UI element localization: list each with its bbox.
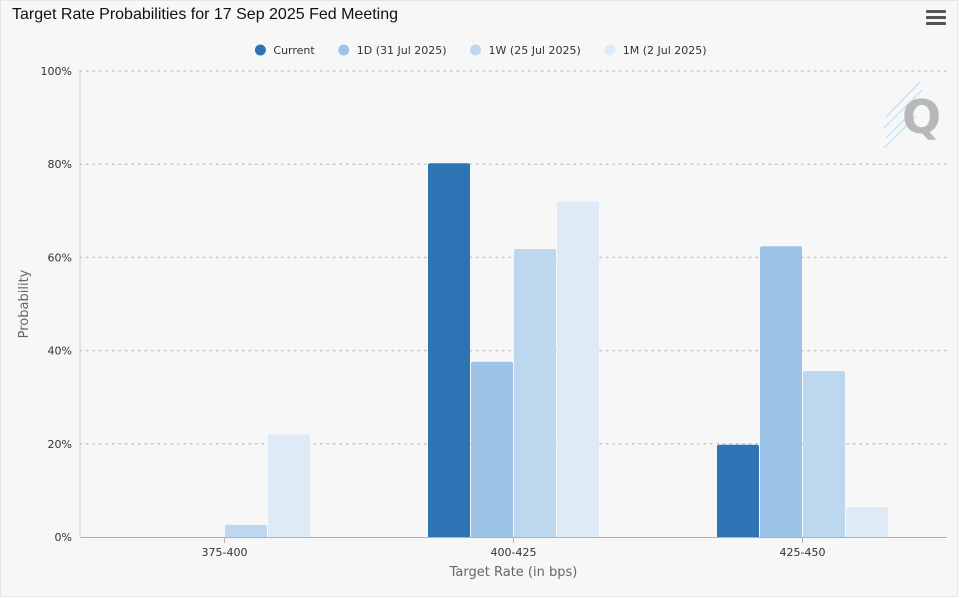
x-axis-title: Target Rate (in bps) [449,565,578,580]
grid-lines [79,70,948,445]
legend-label: 1M (2 Jul 2025) [623,44,707,57]
y-tick-label: 0% [55,531,72,544]
hamburger-menu-icon[interactable] [926,10,946,28]
svg-text:Q: Q [902,90,941,144]
y-tick-label: 40% [48,345,72,358]
axes: 0% 20% 40% 60% 80% 100% 375-400 400-425 425-450 [41,65,947,559]
legend-label: Current [273,44,315,57]
legend-marker [470,44,482,56]
y-tick-label: 60% [48,251,72,264]
bars [225,163,888,538]
legend-label: 1D (31 Jul 2025) [357,44,447,57]
bar [557,201,599,538]
bar [428,163,470,537]
legend-marker [604,44,616,56]
legend-marker [254,44,266,56]
legend: Current 1D (31 Jul 2025) 1W (25 Jul 2025) 1… [254,44,707,57]
y-tick-label: 100% [41,65,72,78]
bar [225,524,267,537]
y-tick-label: 20% [48,438,72,451]
bar [268,434,310,537]
y-axis-title: Probability [17,269,32,338]
bar [514,249,556,537]
x-tick-label: 400-425 [491,546,537,559]
bar [803,371,845,537]
bar [846,507,888,537]
legend-label: 1W (25 Jul 2025) [489,44,581,57]
bar [471,361,513,537]
x-tick-label: 425-450 [780,546,826,559]
chart-title: Target Rate Probabilities for 17 Sep 202… [12,6,399,23]
y-tick-label: 80% [48,158,72,171]
x-tick-label: 375-400 [202,546,248,559]
legend-marker [338,44,350,56]
bar [717,444,759,537]
cme-q-logo-icon: Q [883,81,941,149]
bar [760,246,802,537]
